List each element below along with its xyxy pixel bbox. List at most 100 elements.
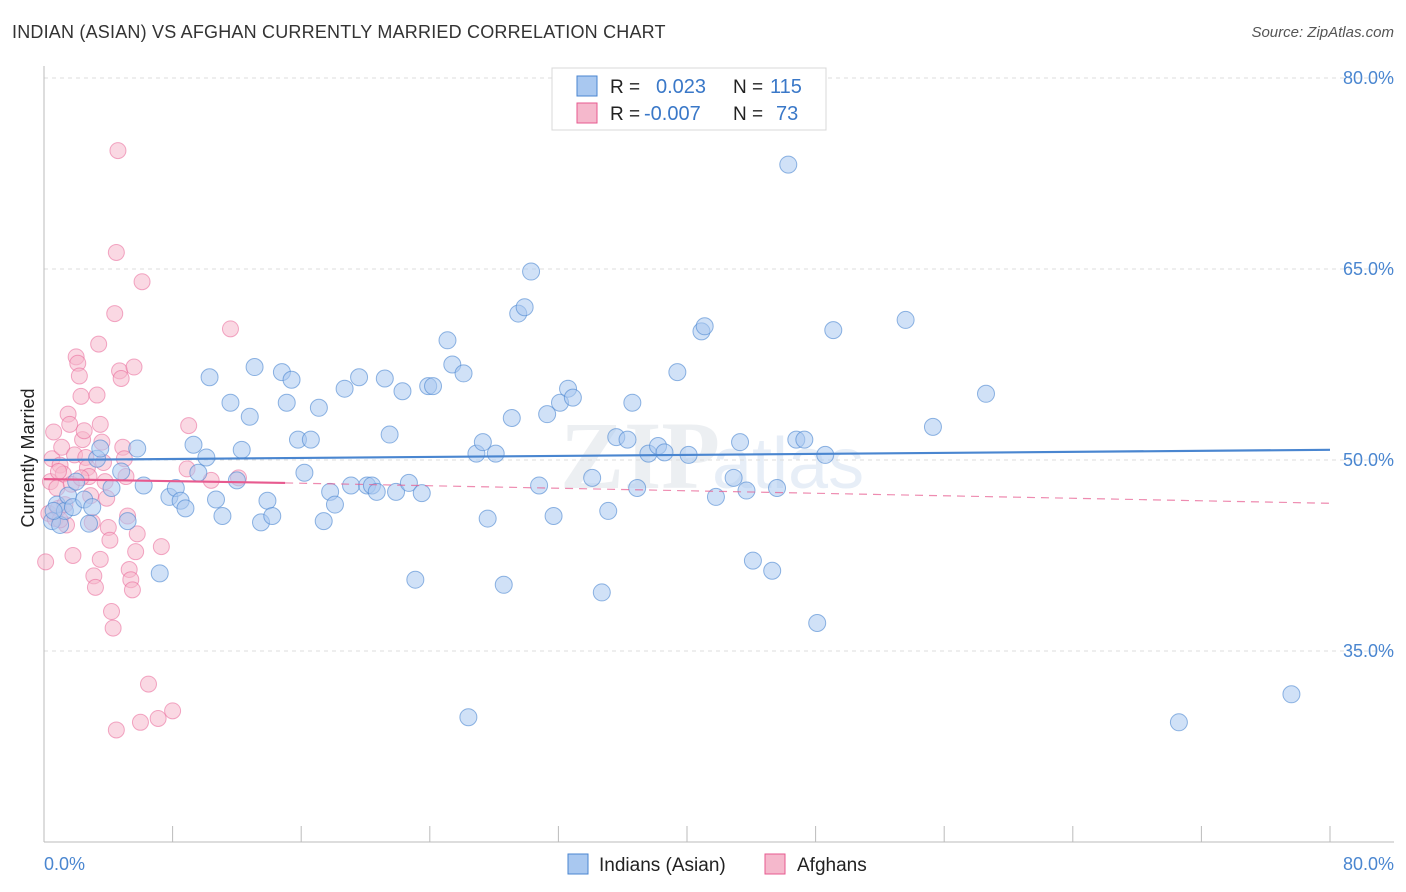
indians-point [263, 507, 282, 526]
indians-point [240, 407, 259, 426]
indians-point [494, 575, 513, 594]
afghans-point [107, 721, 125, 739]
afghans-point [125, 358, 143, 376]
x-tick-label-min: 0.0% [44, 854, 85, 874]
legend-n-value-1: 115 [770, 76, 802, 98]
indians-point [976, 384, 995, 403]
x-tick-label-max: 80.0% [1343, 854, 1394, 874]
legend-r-label-1: R = [610, 77, 640, 98]
indians-point [200, 368, 219, 387]
indians-point [176, 499, 195, 518]
indians-point [538, 405, 557, 424]
indians-point [424, 377, 443, 396]
y-tick-label: 65.0% [1343, 259, 1394, 279]
legend-box [551, 67, 827, 131]
afghans-point [45, 423, 63, 441]
chart-source: Source: ZipAtlas.com [1251, 24, 1394, 41]
afghans-points [37, 142, 248, 739]
indians-point [380, 425, 399, 444]
afghans-point [180, 417, 198, 435]
indians-point [309, 398, 328, 417]
indians-point [112, 462, 131, 481]
indians-point [486, 444, 505, 463]
y-tick-labels: 35.0% 50.0% 65.0% 80.0% [1343, 68, 1394, 661]
indians-point [530, 476, 549, 495]
afghans-point [106, 305, 124, 323]
afghans-point [131, 713, 149, 731]
legend-n-label-2: N = [733, 104, 763, 125]
legend-r-value-1: 0.023 [656, 76, 706, 98]
afghans-point [49, 462, 67, 480]
indians-point [515, 298, 534, 317]
indians-point [406, 570, 425, 589]
indians-point [44, 501, 63, 520]
indians-point [412, 484, 431, 503]
afghans-point [164, 702, 182, 720]
legend-r-value-2: -0.007 [644, 103, 701, 125]
indians-point [618, 430, 637, 449]
bottom-legend-swatch-afghans [764, 853, 786, 875]
afghans-point [107, 243, 125, 261]
afghans-trend-line [43, 478, 286, 485]
afghans-point [109, 142, 127, 160]
indians-point [923, 417, 942, 436]
indians-point [731, 433, 750, 452]
afghans-point [123, 581, 141, 599]
afghans-point [37, 553, 55, 571]
afghans-point [75, 422, 93, 440]
afghans-point [101, 531, 119, 549]
y-axis-title: Currently Married [18, 388, 38, 527]
indians-point [655, 443, 674, 462]
afghans-point [91, 550, 109, 568]
indians-point [563, 388, 582, 407]
series-legend: Indians (Asian) Afghans [567, 853, 867, 876]
indians-point [668, 363, 687, 382]
indians-point [150, 564, 169, 583]
indians-point [473, 433, 492, 452]
afghans-point [139, 675, 157, 693]
indians-point [779, 155, 798, 174]
legend-n-label-1: N = [733, 77, 763, 98]
indians-point [1169, 713, 1188, 732]
indians-point [67, 472, 86, 491]
indians-point [221, 393, 240, 412]
indians-point [295, 463, 314, 482]
indians-point [478, 509, 497, 528]
indians-point [896, 310, 915, 329]
legend-swatch-afghans [576, 102, 598, 124]
legend-n-value-2: 73 [776, 103, 798, 125]
indians-point [695, 317, 714, 336]
afghans-point [104, 619, 122, 637]
indians-point [795, 430, 814, 449]
indians-point [258, 491, 277, 510]
afghans-point [133, 273, 151, 291]
indians-point [80, 514, 99, 533]
indians-point [91, 439, 110, 458]
afghans-point [86, 578, 104, 596]
afghans-point [88, 386, 106, 404]
indians-point [763, 561, 782, 580]
bottom-legend-afghans: Afghans [797, 855, 867, 876]
indians-point [213, 507, 232, 526]
y-tick-label: 80.0% [1343, 68, 1394, 88]
indians-point [808, 613, 827, 632]
afghans-point [61, 415, 79, 433]
indians-point [282, 370, 301, 389]
indians-trend-line [43, 448, 1331, 462]
indians-point [184, 435, 203, 454]
afghans-point [221, 320, 239, 338]
trend-lines [43, 448, 1331, 504]
indians-point [375, 369, 394, 388]
afghans-point [127, 543, 145, 561]
indians-point [768, 479, 787, 498]
y-tick-label: 35.0% [1343, 641, 1394, 661]
chart-title: INDIAN (ASIAN) VS AFGHAN CURRENTLY MARRI… [12, 22, 666, 42]
indians-point [706, 487, 725, 506]
indians-point [83, 498, 102, 517]
stats-legend: R = 0.023 N = 115 R = -0.007 N = 73 [551, 67, 827, 131]
indians-point [367, 482, 386, 501]
afghans-point [90, 335, 108, 353]
bottom-legend-indians: Indians (Asian) [599, 855, 726, 876]
indians-point [1282, 685, 1301, 704]
